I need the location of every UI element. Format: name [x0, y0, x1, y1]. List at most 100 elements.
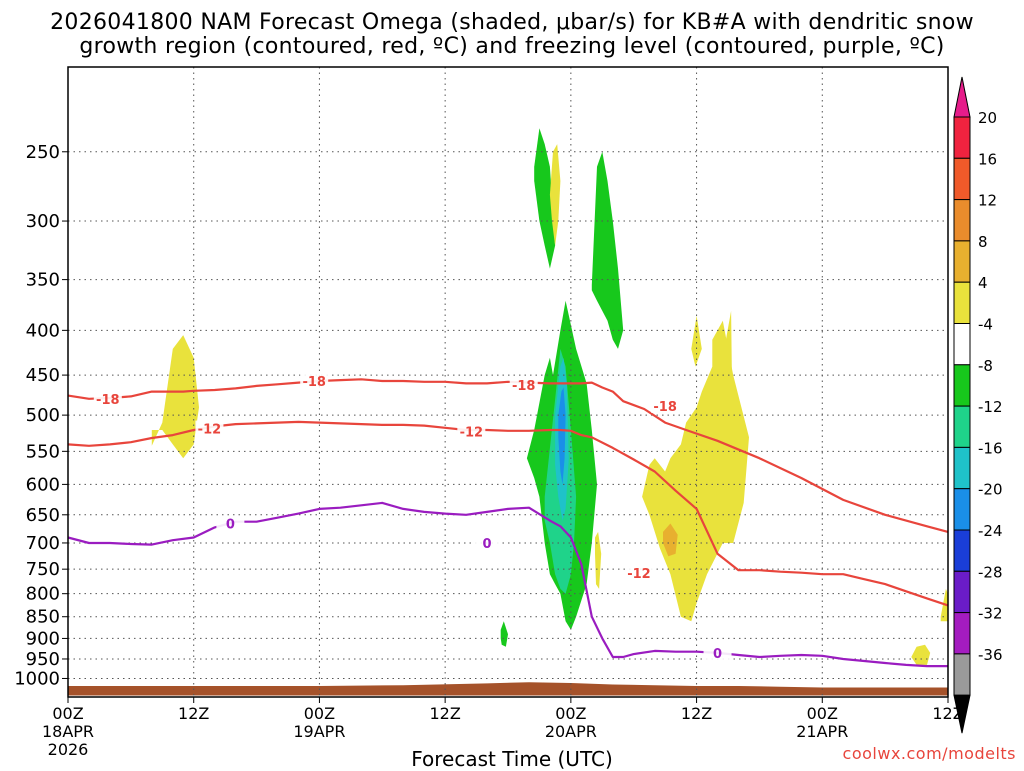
y-tick-label-1000: 1000 [14, 668, 60, 689]
contour-2 [67, 501, 948, 668]
colorbar-label-6: -8 [978, 357, 993, 375]
omega-shade-8 [500, 621, 508, 647]
x-axis-title: Forecast Time (UTC) [411, 747, 613, 771]
omega-shade-7 [558, 387, 566, 485]
y-tick-label-750: 750 [26, 559, 60, 580]
contour-label-bg-6 [624, 565, 653, 581]
chart-title-line-1: 2026041800 NAM Forecast Omega (shaded, μ… [50, 10, 974, 35]
contour-label-bg-4 [195, 420, 224, 436]
y-tick-label-400: 400 [26, 320, 60, 341]
colorbar-label-13: -36 [978, 646, 1003, 664]
y-tick-label-250: 250 [26, 142, 60, 163]
colorbar-bottom-arrow [953, 694, 971, 734]
colorbar-label-3: 8 [978, 233, 988, 251]
contour-layer: -18 -18 -18 -18 -12 -12 -12 0 0 0 [67, 372, 949, 668]
colorbar-swatch-3 [953, 240, 971, 283]
colorbar-swatch-5 [953, 323, 971, 366]
colorbar-label-1: 16 [978, 150, 997, 168]
colorbar-swatch-11 [953, 570, 971, 614]
contour-label-bg-5 [457, 423, 486, 439]
colorbar-label-5: -4 [978, 316, 993, 334]
contour-label-bg-7 [216, 515, 245, 531]
contour-label-3: -18 [653, 400, 677, 415]
omega-shade-13 [663, 523, 678, 557]
x-tick-label-0: 00Z [52, 704, 83, 723]
colorbar-swatch-6 [953, 364, 971, 407]
terrain [68, 682, 948, 696]
colorbar-swatch-0 [953, 116, 971, 159]
contour-label-bg-9 [703, 644, 732, 660]
x-tick-label-3: 12Z [429, 704, 460, 723]
colorbar-top-arrow [953, 76, 971, 118]
x-tick-date-2: 19APR [293, 722, 345, 741]
y-tick-label-950: 950 [26, 649, 60, 670]
contour-label-6: -12 [627, 567, 651, 582]
contour-label-bg-2 [509, 377, 538, 393]
x-tick-label-4: 00Z [555, 704, 586, 723]
omega-shade-11 [691, 315, 702, 367]
colorbar-swatch-8 [953, 446, 971, 490]
y-tick-label-450: 450 [26, 365, 60, 386]
contour-1 [67, 420, 949, 607]
x-tick-year-0: 2026 [48, 740, 89, 759]
contour-0 [67, 378, 949, 533]
colorbar-swatch-12 [953, 612, 971, 655]
y-axis: 2503003504004505005506006507007508008509… [14, 142, 68, 689]
colorbar-label-2: 12 [978, 192, 997, 210]
y-tick-label-500: 500 [26, 405, 60, 426]
x-tick-label-7: 12Z [932, 704, 963, 723]
colorbar-swatch-7 [953, 405, 971, 448]
y-tick-label-800: 800 [26, 584, 60, 605]
y-tick-label-300: 300 [26, 211, 60, 232]
colorbar-label-10: -24 [978, 522, 1003, 540]
colorbar-swatch-10 [953, 529, 971, 572]
colorbar: 20 16 12 8 4 -4 -8 -12 -16 -20 -24 -28 -32 -36 [953, 76, 1003, 734]
grid-layer [68, 67, 948, 697]
colorbar-label-9: -20 [978, 481, 1003, 499]
x-tick-label-1: 12Z [178, 704, 209, 723]
colorbar-swatch-13 [953, 653, 971, 696]
contour-label-7: 0 [226, 517, 235, 532]
x-tick-date-6: 21APR [796, 722, 848, 741]
y-tick-label-550: 550 [26, 441, 60, 462]
x-tick-label-6: 00Z [807, 704, 838, 723]
omega-shade-12 [720, 310, 733, 430]
omega-shade-1 [534, 128, 556, 269]
colorbar-label-8: -16 [978, 439, 1003, 457]
contour-label-0: -18 [96, 393, 120, 408]
credit-link[interactable]: coolwx.com/modelts [842, 744, 1016, 763]
colorbar-swatch-4 [953, 281, 971, 325]
x-tick-date-0: 18APR [42, 722, 94, 741]
omega-shade-9 [595, 531, 602, 589]
x-tick-label-2: 00Z [304, 704, 335, 723]
colorbar-label-0: 20 [978, 109, 997, 127]
contour-label-1: -18 [302, 375, 326, 390]
colorbar-swatch-9 [953, 488, 971, 531]
x-tick-date-4: 20APR [545, 722, 597, 741]
y-tick-label-850: 850 [26, 607, 60, 628]
contour-label-5: -12 [460, 425, 484, 440]
colorbar-label-4: 4 [978, 274, 988, 292]
contour-label-bg-3 [651, 397, 680, 413]
colorbar-label-11: -28 [978, 563, 1003, 581]
x-tick-label-5: 12Z [681, 704, 712, 723]
colorbar-swatch-2 [953, 199, 971, 242]
colorbar-label-12: -32 [978, 605, 1003, 623]
contour-label-8: 0 [483, 537, 492, 552]
terrain-layer [68, 682, 948, 696]
contour-label-4: -12 [198, 423, 222, 438]
omega-shade-2 [549, 144, 561, 246]
omega-shade-14 [911, 644, 931, 665]
contour-label-bg-8 [473, 534, 502, 550]
omega-shading-layer [151, 128, 948, 665]
y-tick-label-650: 650 [26, 505, 60, 526]
omega-shade-3 [591, 151, 624, 349]
omega-shade-0 [151, 335, 199, 459]
y-tick-label-600: 600 [26, 474, 60, 495]
chart-title-line-2: growth region (contoured, red, ºC) and f… [79, 34, 945, 59]
contour-label-2: -18 [512, 379, 536, 394]
y-tick-label-900: 900 [26, 628, 60, 649]
y-tick-label-350: 350 [26, 270, 60, 291]
